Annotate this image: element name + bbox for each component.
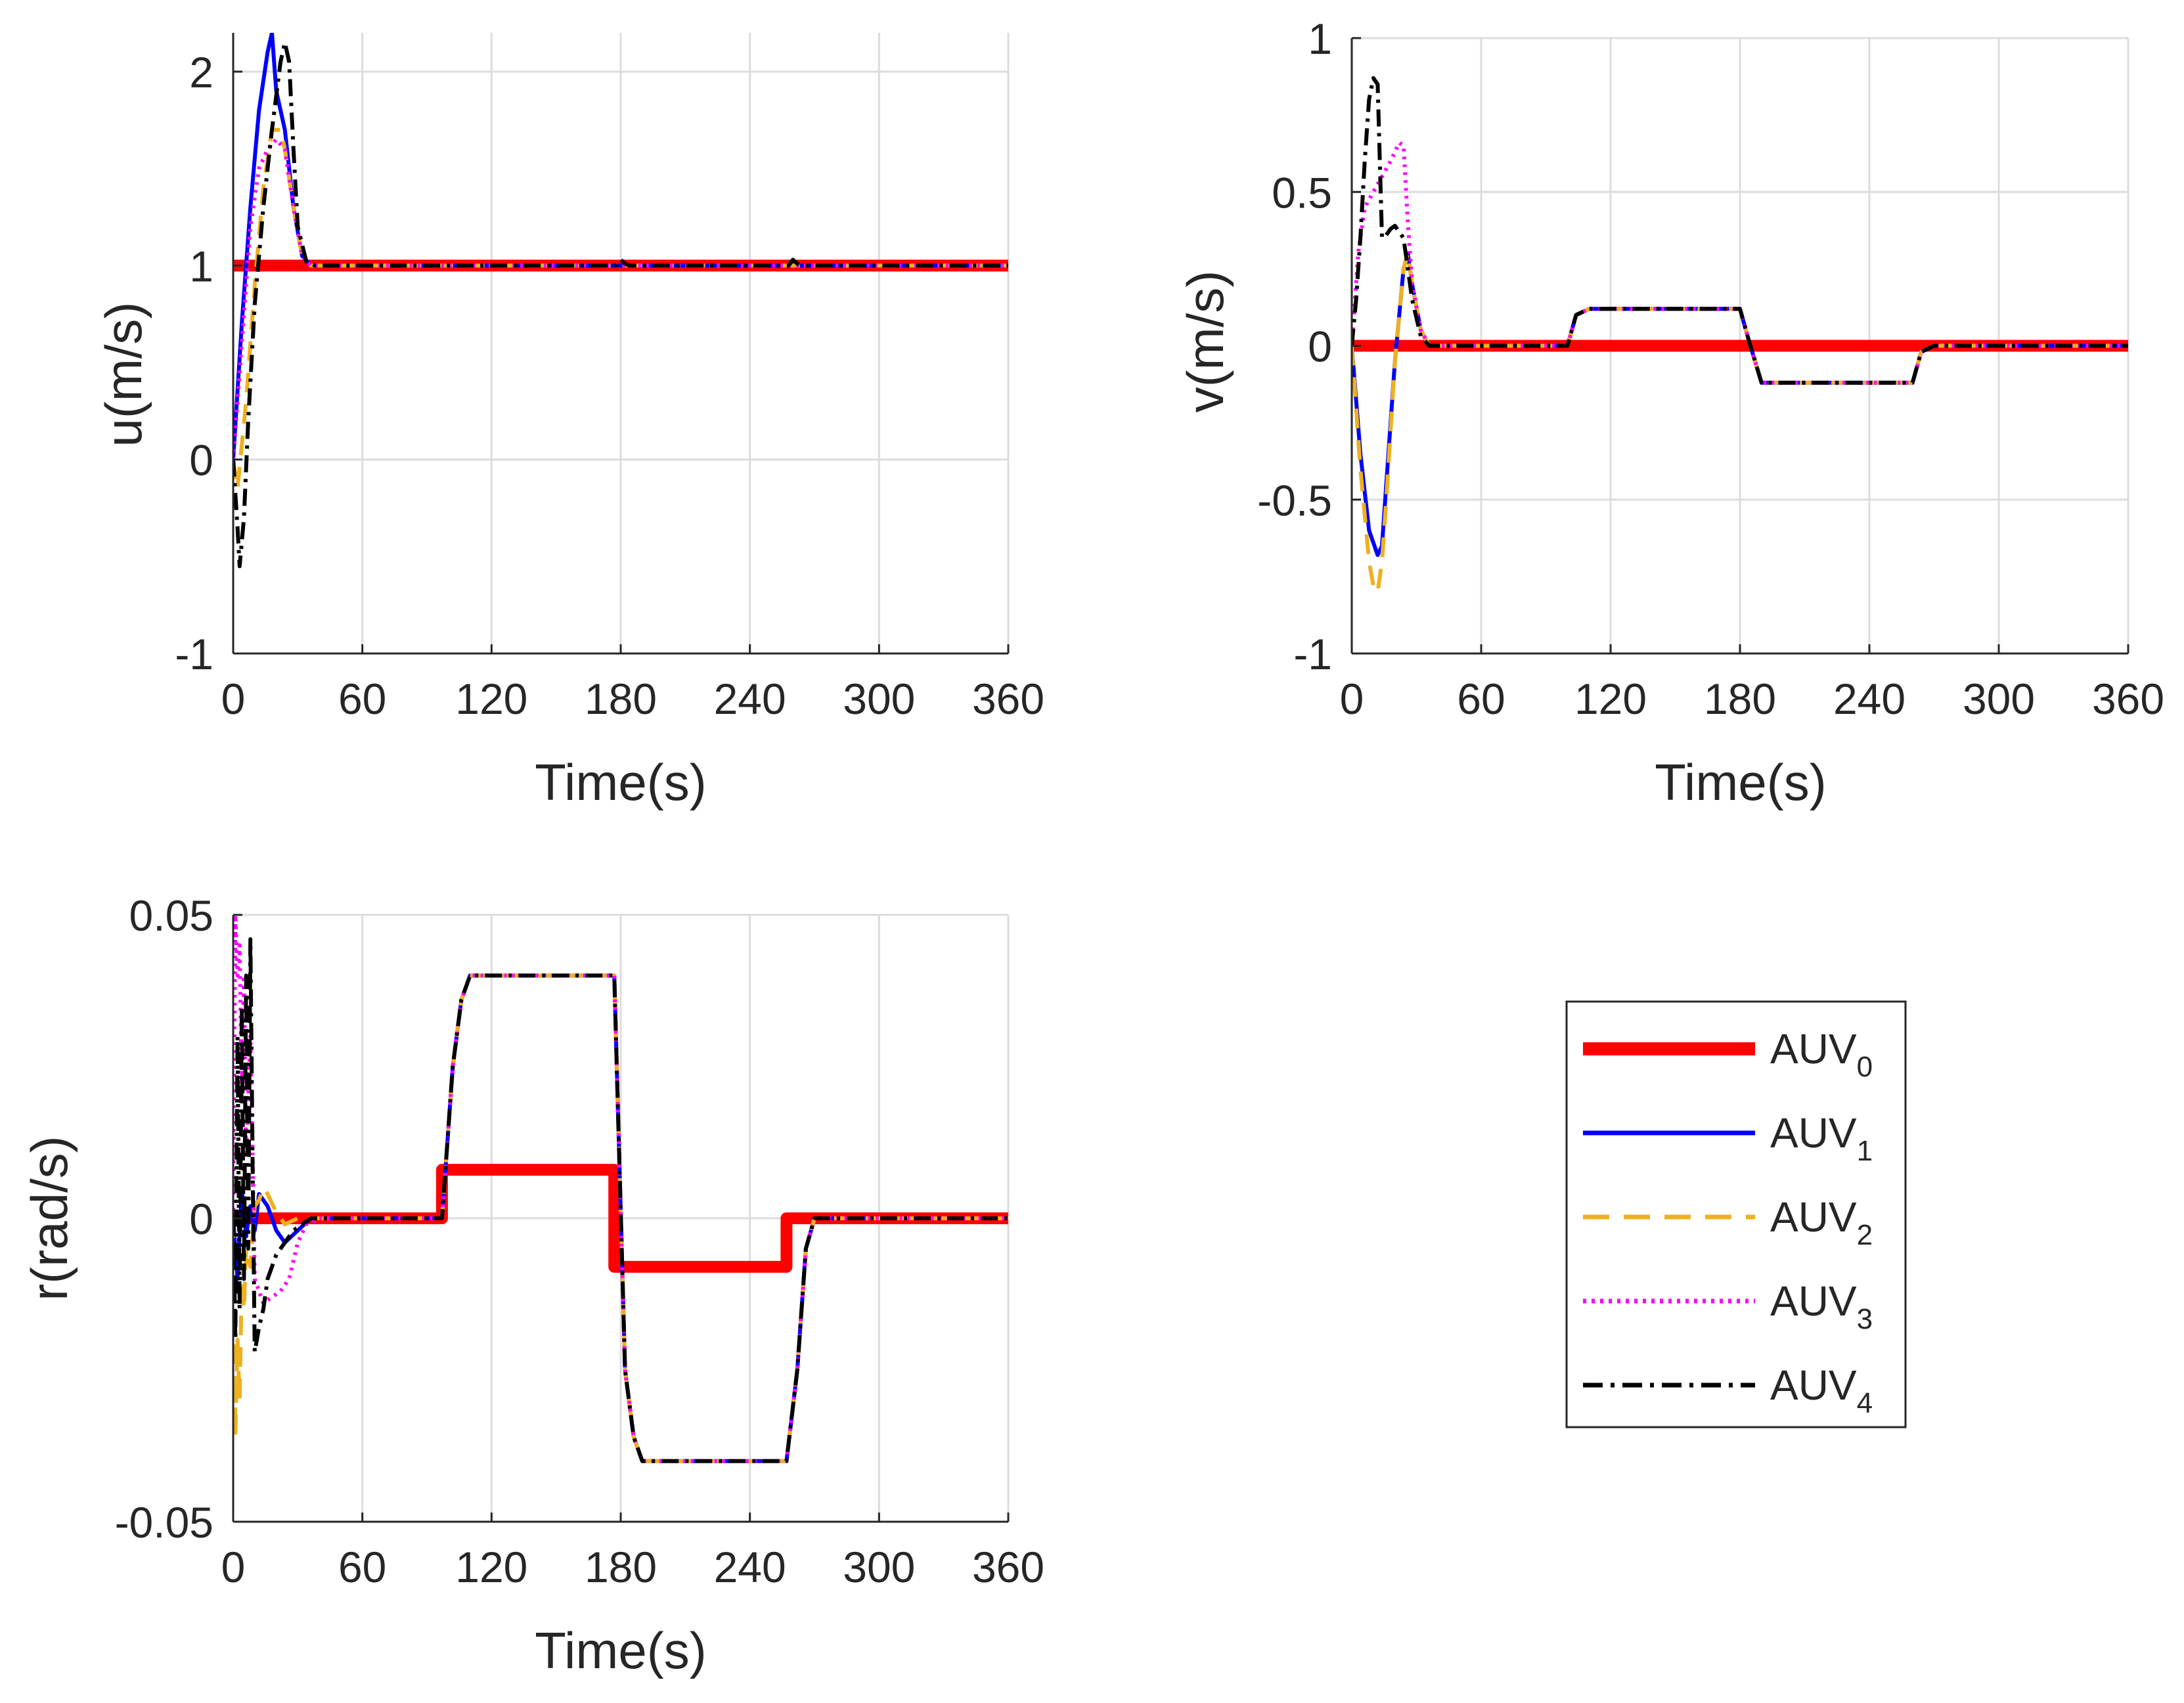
u-xtick-label-5: 300: [843, 675, 915, 723]
legend: AUV0 AUV1 AUV2 AUV3 AUV4: [1565, 1000, 1907, 1428]
v-xtick-label-1: 60: [1457, 675, 1505, 723]
v-series-auv4: [1352, 76, 2128, 385]
legend-entry-auv2: AUV2: [1583, 1193, 1873, 1251]
v-xtick-label-5: 300: [1963, 675, 2035, 723]
legend-label-auv4-sub: 4: [1857, 1387, 1873, 1419]
r-series-auv3: [233, 915, 1008, 1463]
u-series-auv4: [233, 40, 1008, 569]
r-xtick-label-5: 300: [843, 1543, 915, 1591]
u-xtick-label-2: 120: [455, 675, 527, 723]
r-series-auv2: [233, 973, 1008, 1463]
r-ytick-label-2: 0.05: [129, 891, 213, 940]
r-ytick-label-1: 0: [189, 1195, 213, 1243]
v-ytick-label-0: -1: [1293, 630, 1332, 678]
legend-label-auv0: AUV0: [1770, 1025, 1873, 1083]
legend-entry-auv1: AUV1: [1583, 1109, 1873, 1167]
legend-label-auv0-base: AUV: [1770, 1025, 1857, 1073]
v-ytick-label-3: 0.5: [1272, 168, 1332, 217]
u-ytick-label-2: 1: [189, 242, 213, 290]
legend-box: [1565, 1000, 1907, 1428]
r-xtick-label-6: 360: [972, 1543, 1044, 1591]
v-plot-ylabel: v(m/s): [1176, 271, 1234, 413]
u-xtick-label-4: 240: [714, 675, 786, 723]
legend-label-auv4-base: AUV: [1770, 1361, 1857, 1409]
u-series-group: [233, 33, 1008, 569]
u-ytick-label-0: -1: [175, 630, 213, 678]
r-xtick-label-1: 60: [338, 1543, 386, 1591]
v-xtick-label-2: 120: [1574, 675, 1647, 723]
legend-entry-auv3: AUV3: [1583, 1277, 1873, 1335]
legend-label-auv2-base: AUV: [1770, 1193, 1857, 1241]
legend-label-auv0-sub: 0: [1857, 1051, 1873, 1083]
legend-entry-auv4: AUV4: [1583, 1361, 1873, 1419]
u-plot-ylabel: u(m/s): [95, 302, 152, 447]
u-series-auv3: [233, 137, 1008, 460]
v-xtick-label-0: 0: [1340, 675, 1364, 723]
r-series-group: [233, 915, 1008, 1463]
legend-entry-auv0: AUV0: [1583, 1025, 1873, 1083]
r-plot-ylabel: r(rad/s): [20, 1136, 78, 1300]
v-xtick-label-4: 240: [1833, 675, 1905, 723]
legend-label-auv3-sub: 3: [1857, 1303, 1873, 1335]
v-velocity-plot: 0 60 120 180 240 300 360 -1 -0.5 0 0.5 1 Time(s) v(…: [1176, 14, 2164, 811]
legend-label-auv1: AUV1: [1770, 1109, 1873, 1167]
u-series-auv2: [233, 127, 1008, 491]
legend-label-auv2: AUV2: [1770, 1193, 1873, 1251]
legend-label-auv3: AUV3: [1770, 1277, 1873, 1335]
legend-label-auv1-sub: 1: [1857, 1135, 1873, 1167]
u-xtick-label-0: 0: [221, 675, 246, 723]
v-xtick-label-3: 180: [1704, 675, 1776, 723]
v-ytick-label-4: 1: [1308, 14, 1332, 63]
v-xtick-label-6: 360: [2092, 675, 2164, 723]
r-xtick-label-0: 0: [221, 1543, 246, 1591]
r-plot-xlabel: Time(s): [535, 1622, 706, 1679]
legend-label-auv3-base: AUV: [1770, 1277, 1857, 1325]
u-xtick-label-6: 360: [972, 675, 1044, 723]
legend-label-auv4: AUV4: [1770, 1361, 1873, 1419]
u-xtick-label-1: 60: [338, 675, 386, 723]
v-ytick-label-2: 0: [1308, 322, 1332, 371]
legend-label-auv2-sub: 2: [1857, 1219, 1873, 1251]
r-xtick-label-4: 240: [714, 1543, 786, 1591]
u-ytick-label-1: 0: [189, 436, 213, 485]
r-ytick-label-0: -0.05: [115, 1498, 213, 1547]
v-series-group: [1352, 76, 2128, 594]
u-plot-xlabel: Time(s): [535, 753, 706, 811]
r-series-auv4: [233, 937, 1008, 1463]
u-ytick-label-3: 2: [189, 48, 213, 97]
legend-label-auv1-base: AUV: [1770, 1109, 1857, 1157]
v-ytick-label-1: -0.5: [1257, 476, 1332, 525]
v-plot-xlabel: Time(s): [1655, 753, 1826, 811]
r-xtick-label-2: 120: [455, 1543, 527, 1591]
r-xtick-label-3: 180: [585, 1543, 657, 1591]
u-xtick-label-3: 180: [585, 675, 657, 723]
